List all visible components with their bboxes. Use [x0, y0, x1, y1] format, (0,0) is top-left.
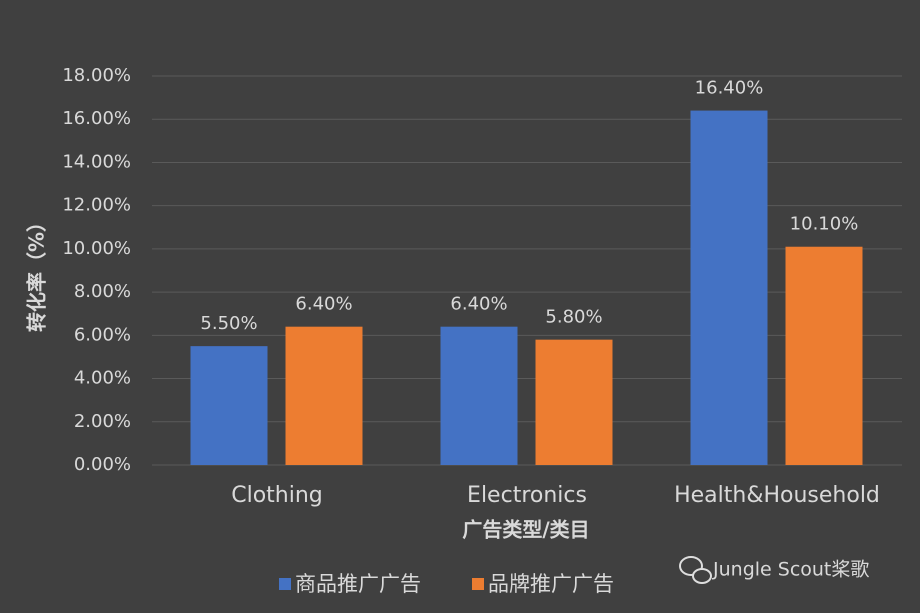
legend-label: 商品推广广告 — [295, 572, 421, 596]
legend-swatch — [472, 578, 484, 590]
bar — [535, 339, 613, 465]
bar — [440, 326, 518, 465]
value-label: 16.40% — [695, 78, 764, 99]
y-tick-label: 8.00% — [74, 281, 131, 302]
y-tick-label: 10.00% — [62, 238, 131, 259]
x-axis-title: 广告类型/类目 — [462, 518, 589, 542]
y-tick-label: 0.00% — [74, 454, 131, 475]
y-tick-label: 2.00% — [74, 411, 131, 432]
y-tick-label: 16.00% — [62, 108, 131, 129]
watermark: Jungle Scout桨歌 — [712, 559, 869, 581]
y-axis-title: 转化率（%） — [25, 212, 49, 332]
bar — [190, 346, 268, 465]
legend-swatch — [279, 578, 291, 590]
watermark-icon — [679, 556, 712, 584]
value-label: 10.10% — [790, 214, 859, 235]
legend-label: 品牌推广广告 — [488, 572, 614, 596]
bar — [285, 326, 363, 465]
bar — [785, 246, 863, 465]
value-label: 5.50% — [200, 313, 257, 334]
y-tick-label: 18.00% — [62, 65, 131, 86]
x-tick-label: Electronics — [467, 483, 587, 508]
y-tick-label: 6.00% — [74, 324, 131, 345]
x-tick-label: Health&Household — [674, 483, 880, 508]
y-tick-label: 12.00% — [62, 195, 131, 216]
value-label: 5.80% — [545, 307, 602, 328]
x-tick-label: Clothing — [231, 483, 323, 508]
value-label: 6.40% — [295, 294, 352, 315]
value-label: 6.40% — [450, 294, 507, 315]
bar — [690, 110, 768, 466]
y-tick-label: 14.00% — [62, 151, 131, 172]
y-tick-label: 4.00% — [74, 368, 131, 389]
